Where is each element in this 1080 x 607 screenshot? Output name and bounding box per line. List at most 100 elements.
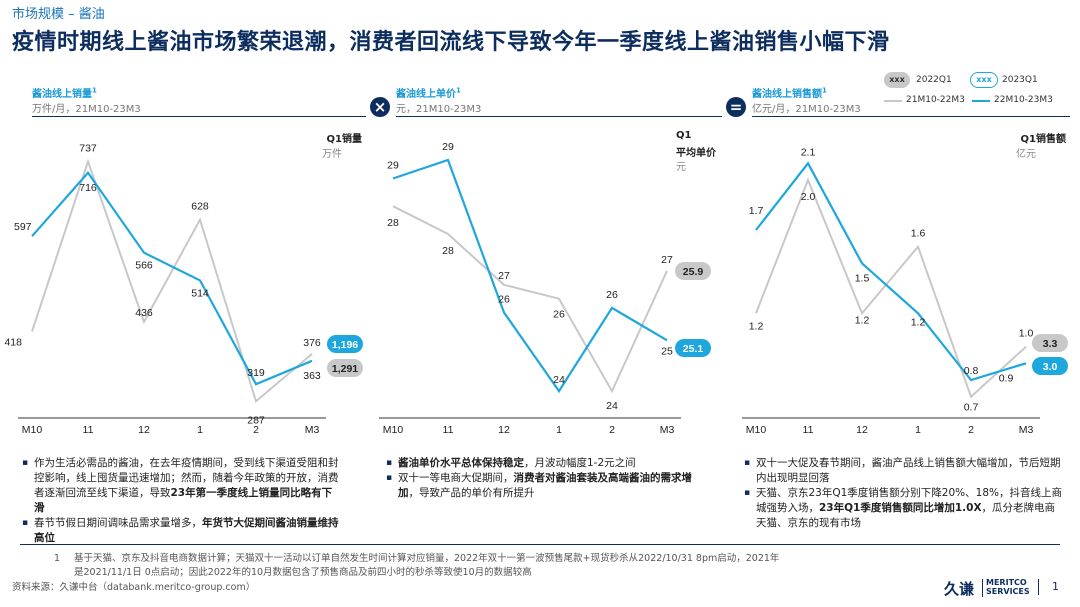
panel-3-bullet-1: 双十一大促及春节期间，酱油产品线上销售额大幅增加，节后短期内出现明显回落 [744,456,1062,486]
chart-2-data-label: 29 [442,141,454,153]
chart-3-series-prev-line [755,177,1027,399]
panel-3-q1-unit: 亿元 [1016,149,1036,160]
chart-1-tick-label: 12 [138,424,150,436]
chart-3-data-label: 0.9 [999,372,1014,384]
times-operator-icon: × [370,97,390,117]
chart-1-data-label: 418 [4,337,22,349]
chart-1-series-prev-line [31,158,313,404]
chart-2-q1-curr-value: 25.1 [683,343,704,355]
panel-3-rule [752,116,1070,117]
chart-1-tick-label: M3 [305,424,320,436]
chart-2-data-label: 28 [442,245,454,257]
chart-2-q1-prev-pill [675,262,711,280]
legend-pill-2023: xxx [970,72,998,88]
chart-2-tick-label: 2 [609,424,615,436]
chart-3-tick-label: 11 [803,424,814,436]
chart-3-tick-label: M10 [746,424,767,436]
footnote-line-1: 基于天猫、京东及抖音电商数据计算；天猫双十一活动以订单自然发生时间计算对应销量，… [74,553,780,564]
panel-1-q1-unit: 万件 [322,149,342,160]
chart-3-data-label: 1.2 [855,314,870,326]
chart-3-data-label: 1.6 [911,228,926,240]
page-number: 1 [1052,580,1059,593]
panel-3-title: 酱油线上销售额1 [752,86,827,100]
chart-3-data-label: 0.8 [964,365,979,377]
chart-1-q1-prev-pill [327,359,363,377]
legend-line-curr [972,100,990,102]
chart-2-data-label: 28 [387,217,399,229]
chart-2-data-label: 24 [606,400,618,412]
chart-2-data-label: 26 [498,294,510,306]
chart-3-q1-prev-pill [1032,334,1068,352]
panel-2-q1-unit: 元 [676,162,686,173]
chart-1-data-label: 514 [191,287,209,299]
panel-3-bullet-2: 天猫、京东23年Q1季度销售额分别下降20%、18%，抖音线上商城强势入场，23… [744,486,1062,531]
chart-3-data-label: 1.5 [855,272,870,284]
chart-2-tick-label: M10 [383,424,404,436]
chart-1-tick-label: 11 [83,424,94,436]
panel-2-rule [396,116,722,117]
brand-logo-cn: 久谦 [944,580,975,598]
chart-2-q1-prev-value: 25.9 [683,266,704,278]
panel-2-bullet-2: 双十一等电商大促期间，消费者对酱油套装及高端酱油的需求增加，导致产品的单价有所提… [386,471,702,501]
chart-3-tick-label: 2 [968,424,974,436]
chart-1-data-label: 376 [303,337,321,349]
chart-1-tick-label: M10 [22,424,43,436]
panel-1-title: 酱油线上销量1 [32,86,97,100]
panel-1-rule [32,116,366,117]
legend-label-curr: 22M10-23M3 [994,95,1053,105]
brand-divider [982,579,983,597]
chart-3-data-label: 0.7 [964,402,979,414]
panel-1-bullets: 作为生活必需品的酱油，在去年疫情期间，受到线下渠道受阻和封控影响，线上囤货量迅速… [20,456,342,546]
chart-1-data-label: 566 [135,260,153,272]
panel-3-subtitle: 亿元/月，21M10-23M3 [752,104,861,115]
chart-2-series-prev-line [392,205,668,394]
chart-3-data-label: 1.2 [911,316,926,328]
chart-2-tick-label: 1 [556,424,562,436]
footnote-line-2: 是2021/11/1日 0点启动；因此2022年的10月数据包含了预售商品及前四… [74,567,532,578]
chart-3-q1-prev-value: 3.3 [1043,338,1058,350]
panel-1-subtitle: 万件/月，21M10-23M3 [32,104,141,115]
chart-3-data-label: 2.1 [801,146,816,158]
chart-2-tick-label: 11 [443,424,454,436]
chart-1-data-label: 597 [14,221,32,233]
panel-2-title: 酱油线上单价1 [396,86,461,100]
chart-3-series-curr-line [755,161,1027,382]
footnote-number: 1 [54,553,61,564]
chart-3-tick-label: M3 [1019,424,1034,436]
chart-3-data-label: 2.0 [801,191,816,203]
chart-1-data-label: 319 [247,367,265,379]
chart-2-data-label: 26 [553,309,565,321]
equals-operator-icon: = [726,97,746,117]
chart-3-q1-curr-pill [1032,357,1068,375]
chart-1-data-label: 363 [303,370,321,382]
footnote-divider [20,544,1060,545]
chart-2-data-label: 26 [606,289,618,301]
chart-2-data-label: 27 [661,254,673,266]
brand-logo-en: MERITCO SERVICES [986,578,1030,596]
panel-3-bullets: 双十一大促及春节期间，酱油产品线上销售额大幅增加，节后短期内出现明显回落天猫、京… [742,456,1062,531]
chart-1-data-label: 737 [79,143,97,155]
legend-label-prev: 21M10-22M3 [906,95,965,105]
panel-1-bullet-1: 作为生活必需品的酱油，在去年疫情期间，受到线下渠道受阻和封控影响，线上囤货量迅速… [22,456,342,516]
chart-3-data-label: 1.2 [749,320,764,332]
chart-1-q1-prev-value: 1,291 [332,363,358,375]
chart-1-data-label: 287 [247,414,265,426]
legend-pill-2022: xxx [884,72,910,88]
legend-line-prev [884,100,902,102]
section-label: 市场规模 – 酱油 [12,7,105,22]
source-note: 资料来源：久谦中台（databank.meritco-group.com） [12,582,256,593]
chart-3-data-label: 1.0 [1019,328,1034,340]
panel-1-q1-label: Q1销量 [326,134,362,145]
chart-2-data-label: 27 [498,270,510,282]
panel-2-bullets: 酱油单价水平总体保持稳定，月波动幅度1-2元之间双十一等电商大促期间，消费者对酱… [384,456,702,501]
chart-1-data-label: 436 [135,307,153,319]
chart-2-tick-label: M3 [660,424,675,436]
chart-1-data-label: 716 [79,182,97,194]
panel-2-q1-label: Q1 [676,130,692,141]
chart-3-q1-curr-value: 3.0 [1043,361,1058,373]
legend-label-2023: 2023Q1 [1002,75,1038,85]
charts-canvas: M10 11 12 1 2 M341873743662828737659771656651… [4,141,1068,436]
panel-1-bullet-2: 春节节假日期间调味品需求量增多，年货节大促期间酱油销量维持高位 [22,516,342,546]
chart-1-q1-curr-value: 1,196 [332,339,358,351]
chart-1-tick-label: 2 [253,424,259,436]
